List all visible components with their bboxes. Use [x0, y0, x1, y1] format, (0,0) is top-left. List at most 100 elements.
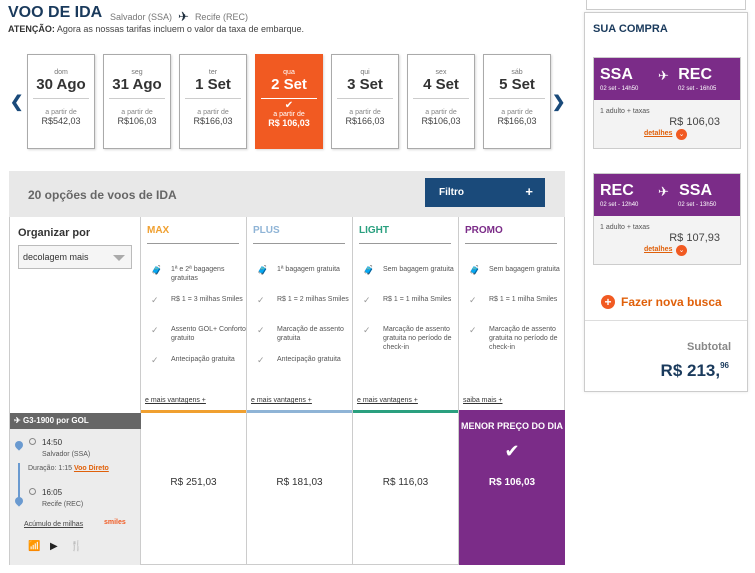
- fare-price: R$ 181,03: [276, 477, 323, 488]
- chevron-down-icon[interactable]: ⌄: [676, 129, 687, 140]
- no-baggage-icon: 🧳: [363, 265, 375, 275]
- flight-code: G3-1900 por GOL: [22, 416, 89, 425]
- next-dates-chevron-icon[interactable]: ❯: [552, 94, 566, 111]
- date-day: 5 Set: [499, 76, 535, 93]
- more-benefits-link[interactable]: saiba mais +: [463, 397, 503, 404]
- check-icon: ✓: [363, 325, 371, 335]
- filter-label: Filtro: [439, 187, 464, 198]
- date-day: 30 Ago: [36, 76, 86, 93]
- no-baggage-icon: 🧳: [469, 265, 481, 275]
- fare-price-promo-selected[interactable]: MENOR PREÇO DO DIA ✔ R$ 106,03: [459, 413, 565, 565]
- arrival-time: 16:05: [42, 488, 63, 497]
- date-dow: sáb: [511, 69, 523, 76]
- destination-label: Recife (REC): [194, 12, 248, 22]
- trip-card-outbound: SSA ✈ REC 02 set - 14h50 02 set - 16h05 …: [593, 57, 741, 149]
- trip-from: SSA: [600, 66, 633, 83]
- smiles-logo: smiles: [104, 519, 126, 526]
- date-card-4[interactable]: qui 3 Set a partir de R$166,03: [331, 54, 399, 149]
- miles-link[interactable]: Acúmulo de milhas: [24, 521, 84, 528]
- entertainment-icon: ▶: [50, 541, 58, 552]
- check-icon: ✓: [257, 355, 265, 365]
- sort-select[interactable]: decolagem mais: [18, 245, 132, 269]
- clock-icon: [29, 488, 36, 495]
- options-bar: 20 opções de voos de IDA Filtro +: [9, 171, 565, 217]
- date-prefix: a partir de: [197, 109, 229, 116]
- chevron-down-icon: [113, 255, 125, 261]
- filter-button[interactable]: Filtro +: [425, 178, 545, 207]
- more-benefits-link[interactable]: e mais vantagens +: [251, 397, 312, 404]
- fare-name: PROMO: [465, 225, 503, 236]
- chevron-down-icon[interactable]: ⌄: [676, 245, 687, 256]
- arrival-pin-icon: [13, 495, 25, 507]
- notice-label: ATENÇÃO:: [8, 24, 55, 34]
- fare-column-plus: PLUS 🧳 1ª bagagem gratuita ✓ R$ 1 = 2 milh…: [247, 217, 353, 413]
- fare-column-promo: PROMO 🧳 Sem bagagem gratuita ✓ R$ 1 = 1 mi…: [459, 217, 565, 413]
- date-price: R$106,03: [117, 116, 157, 126]
- prev-dates-chevron-icon[interactable]: ❮: [10, 94, 24, 111]
- departure-time: 14:50: [42, 438, 63, 447]
- purchase-summary: SUA COMPRA SSA ✈ REC 02 set - 14h50 02 s…: [584, 12, 748, 392]
- fare-name: LIGHT: [359, 225, 389, 236]
- date-price: R$166,03: [193, 116, 233, 126]
- check-icon: ✓: [257, 325, 265, 335]
- date-card-6[interactable]: sáb 5 Set a partir de R$166,03: [483, 54, 551, 149]
- details-link[interactable]: detalhes: [644, 130, 673, 137]
- date-card-1[interactable]: seg 31 Ago a partir de R$106,03: [103, 54, 171, 149]
- trip-to: SSA: [679, 182, 712, 199]
- check-icon: ✓: [469, 325, 477, 335]
- fare-price: R$ 116,03: [382, 477, 429, 488]
- sort-select-value: decolagem mais: [23, 252, 89, 262]
- trip-to-time: 02 set - 16h05: [678, 86, 717, 92]
- check-icon: ✓: [151, 295, 159, 305]
- organize-label: Organizar por: [18, 227, 91, 239]
- direct-flight-link[interactable]: Voo Direto: [73, 465, 109, 472]
- departure-city: Salvador (SSA): [42, 451, 91, 458]
- plane-icon: ✈: [658, 184, 669, 199]
- date-price: R$ 106,03: [268, 118, 310, 128]
- trip-from: REC: [600, 182, 634, 199]
- trip-from-time: 02 set - 14h50: [600, 86, 639, 92]
- fare-column-max: MAX 🧳 1ª e 2ª bagagens gratuitas ✓ R$ 1 = …: [141, 217, 247, 413]
- plus-icon: +: [525, 184, 533, 199]
- trip-price: R$ 107,93: [669, 232, 720, 244]
- date-card-5[interactable]: sex 4 Set a partir de R$106,03: [407, 54, 475, 149]
- fare-name: PLUS: [253, 225, 280, 236]
- date-dow: sex: [435, 69, 447, 76]
- organize-panel: Organizar por decolagem mais: [10, 217, 141, 413]
- date-dow: qui: [360, 69, 370, 76]
- more-benefits-link[interactable]: e mais vantagens +: [357, 397, 418, 404]
- date-price: R$166,03: [345, 116, 385, 126]
- date-card-0[interactable]: dom 30 Ago a partir de R$542,03: [27, 54, 95, 149]
- fare-price-max[interactable]: R$ 251,03: [141, 413, 247, 565]
- trip-pax: 1 adulto + taxas: [600, 224, 650, 231]
- fare-price-light[interactable]: R$ 116,03: [353, 413, 459, 565]
- subtotal-label: Subtotal: [687, 341, 731, 353]
- date-day: 4 Set: [423, 76, 459, 93]
- options-count: 20 opções de voos de IDA: [28, 188, 177, 202]
- duration: Duração: 1:15 Voo Direto: [28, 465, 109, 472]
- fare-price: R$ 251,03: [170, 477, 217, 488]
- date-prefix: a partir de: [45, 109, 77, 116]
- wifi-icon: 📶: [28, 541, 41, 552]
- details-link[interactable]: detalhes: [644, 246, 673, 253]
- date-card-selected[interactable]: qua 2 Set ✔ a partir de R$ 106,03: [255, 54, 323, 149]
- baggage-icon: 🧳: [257, 265, 269, 275]
- fare-price-plus[interactable]: R$ 181,03: [247, 413, 353, 565]
- date-dow: dom: [54, 69, 68, 76]
- best-price-badge: MENOR PREÇO DO DIA: [460, 421, 563, 431]
- date-price: R$166,03: [497, 116, 537, 126]
- fare-name: MAX: [147, 225, 170, 236]
- trip-to: REC: [678, 66, 712, 83]
- date-prefix: a partir de: [425, 109, 457, 116]
- date-day: 3 Set: [347, 76, 383, 93]
- plus-icon: +: [601, 295, 615, 309]
- notice-text: Agora as nossas tarifas incluem o valor …: [56, 24, 304, 34]
- date-card-2[interactable]: ter 1 Set a partir de R$166,03: [179, 54, 247, 149]
- new-search-button[interactable]: + Fazer nova busca: [601, 295, 722, 309]
- flight-header: ✈ G3-1900 por GOL: [10, 413, 141, 429]
- date-dow: ter: [208, 69, 218, 76]
- more-benefits-link[interactable]: e mais vantagens +: [145, 397, 206, 404]
- date-dow: seg: [131, 69, 143, 76]
- trip-price: R$ 106,03: [669, 116, 720, 128]
- food-icon: 🍴: [70, 541, 83, 552]
